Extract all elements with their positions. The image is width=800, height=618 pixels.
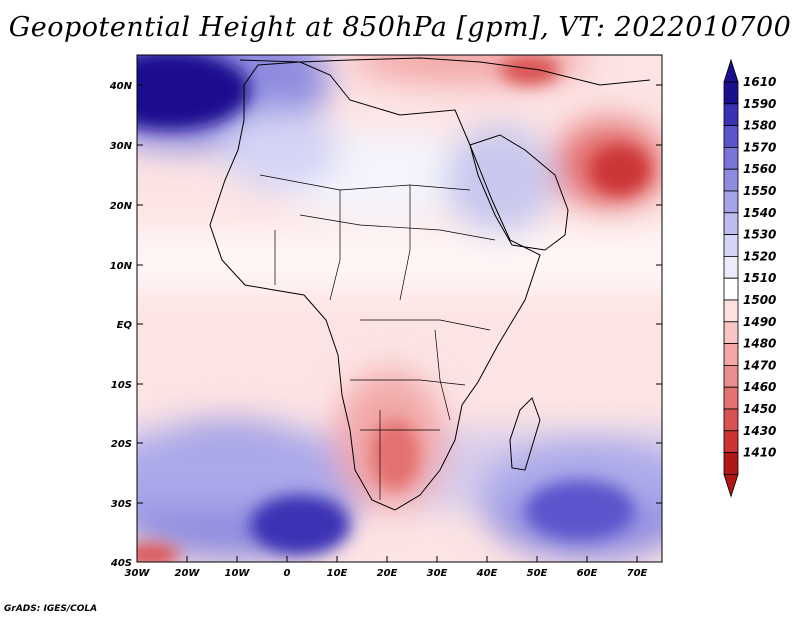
lat-label-20s: 20S [111,439,132,450]
colorbar: 1610 1590 1580 1570 1560 1550 1540 1530 1520 1510… [723,58,776,498]
colorbar-swatch [723,452,739,475]
lon-label-0: 0 [284,568,291,579]
colorbar-arrow-top [723,58,739,83]
colorbar-label: 1590 [743,97,776,111]
lon-label-10e: 10E [327,568,348,579]
colorbar-label: 1410 [743,446,776,460]
lat-labels: 40N 30N 20N 10N EQ 10S 20S 30S 40S [109,81,133,569]
lon-label-30w: 30W [125,568,151,579]
colorbar-swatch [723,168,739,192]
lon-labels: 30W 20W 10W 0 10E 20E 30E 40E 50E 60E 70… [125,568,648,579]
colorbar-swatch [723,103,739,127]
lat-label-eq: EQ [117,320,133,331]
colorbar-arrow-bottom [723,473,739,498]
lat-label-10s: 10S [111,380,132,391]
lat-label-40n: 40N [109,81,133,92]
colorbar-swatch [723,343,739,366]
colorbar-swatch [723,277,739,301]
colorbar-label: 1500 [743,293,776,307]
colorbar-swatch [723,234,739,257]
country-borders [259,174,496,500]
height-field [137,55,662,562]
colorbar-swatch [723,255,739,279]
colorbar-swatch [723,299,739,323]
colorbar-label: 1530 [743,228,776,242]
lon-axis [186,556,638,562]
lat-label-10n: 10N [110,261,133,272]
colorbar-swatch [723,430,739,453]
colorbar-swatch [723,321,739,344]
colorbar-label: 1510 [743,271,776,285]
lon-label-20w: 20W [175,568,201,579]
lon-label-70e: 70E [627,568,648,579]
colorbar-swatch [723,81,739,105]
lat-label-40s: 40S [110,558,132,569]
colorbar-swatch [723,364,739,388]
colorbar-label: 1470 [743,358,776,372]
colorbar-swatch [723,190,739,214]
lat-axis [137,84,662,504]
lon-label-50e: 50E [527,568,548,579]
grads-credit: GrADS: IGES/COLA [4,604,98,614]
colorbar-label: 1430 [743,424,776,438]
colorbar-swatch [723,386,739,410]
colorbar-label: 1480 [743,337,776,351]
colorbar-label: 1520 [743,249,776,263]
colorbar-swatch [723,125,739,148]
colorbar-label: 1580 [743,119,776,133]
colorbar-label: 1610 [743,75,776,89]
colorbar-label: 1490 [743,315,776,329]
lat-label-30n: 30N [110,141,133,152]
lon-label-60e: 60E [577,568,598,579]
colorbar-swatch [723,146,739,170]
lat-label-30s: 30S [111,499,132,510]
chart-title: Geopotential Height at 850hPa [gpm], VT:… [8,12,792,43]
colorbar-label: 1570 [743,140,776,154]
coastlines [209,57,651,511]
lon-label-20e: 20E [377,568,398,579]
lon-label-30e: 30E [427,568,448,579]
colorbar-label: 1450 [743,402,776,416]
colorbar-swatch [723,408,739,432]
lon-label-10w: 10W [225,568,251,579]
lat-label-20n: 20N [110,201,133,212]
colorbar-label: 1560 [743,162,776,176]
colorbar-label: 1540 [743,206,776,220]
lon-label-40e: 40E [476,568,498,579]
plot-frame [136,54,663,563]
colorbar-label: 1550 [743,184,776,198]
colorbar-label: 1460 [743,380,776,394]
colorbar-swatch [723,212,739,236]
